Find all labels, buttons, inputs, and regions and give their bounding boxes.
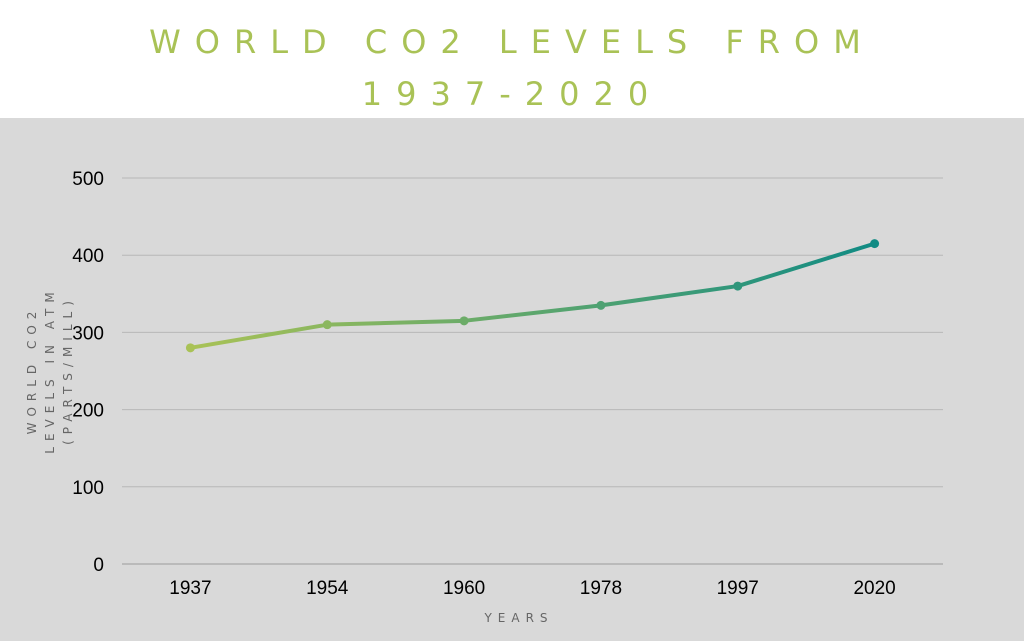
x-axis-label: YEARS [483,611,553,625]
x-tick-label: 1937 [169,578,211,599]
data-point [733,281,743,291]
x-tick-label: 2020 [853,578,895,599]
x-tick-label: 1978 [580,578,622,599]
y-tick-label: 500 [72,169,104,190]
y-tick-label: 400 [72,246,104,267]
y-tick-label: 200 [72,401,104,422]
chart-panel [0,118,1024,641]
y-axis-label: WORLD CO2 LEVELS IN ATM (PARTS/MILL) [25,286,75,453]
data-point [322,320,332,330]
x-axis-ticks: 1937 1954 1960 1978 1997 2020 [169,578,895,599]
x-tick-label: 1997 [717,578,759,599]
y-tick-label: 0 [93,555,104,576]
chart-title-line-2: 1937-2020 [361,75,663,113]
data-point [185,343,195,353]
chart-title: WORLD CO2 LEVELS FROM 1937-2020 [0,0,1024,118]
x-tick-label: 1954 [306,578,349,599]
y-axis-ticks: 0 100 200 300 400 500 [72,169,104,576]
data-point [870,239,880,249]
data-point [459,316,469,326]
data-points [185,239,880,353]
y-tick-label: 100 [72,478,104,499]
series-line-path [188,241,877,350]
y-axis-label-line-1: WORLD CO2 [25,306,39,435]
y-axis-label-line-2: LEVELS IN ATM [43,286,57,453]
data-point [596,300,606,310]
y-axis-label-line-3: (PARTS/MILL) [61,295,75,445]
chart-title-line-1: WORLD CO2 LEVELS FROM [149,23,875,61]
gridlines [122,177,943,565]
y-tick-label: 300 [72,323,104,344]
series-line [188,241,877,350]
x-tick-label: 1960 [443,578,485,599]
